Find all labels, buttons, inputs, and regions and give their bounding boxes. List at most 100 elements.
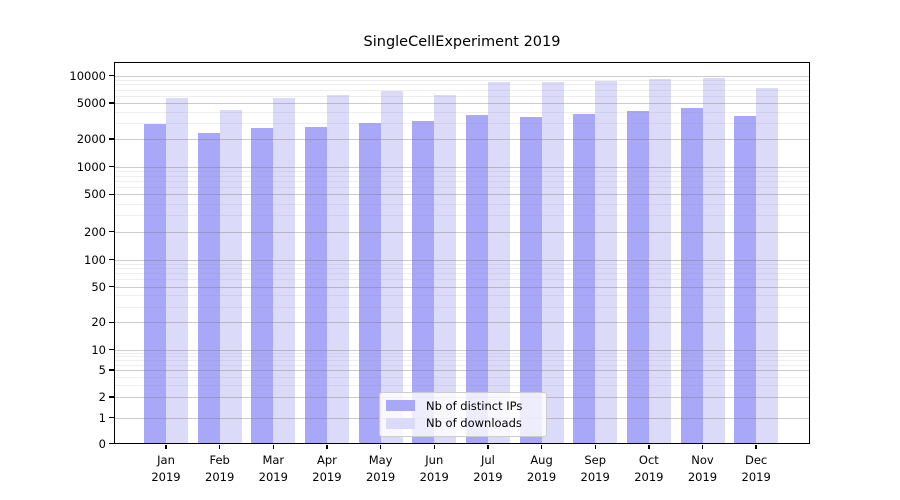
y-axis-tick-label: 20 [91,315,106,330]
y-axis-tick [109,193,114,196]
x-axis-tick [487,444,489,449]
legend-label-distinct-ips: Nb of distinct IPs [426,398,523,413]
bar-distinct-ips-apr [304,127,327,444]
minor-gridline [114,79,810,81]
y-axis-tick-label: 5000 [76,95,106,110]
minor-gridline [114,111,810,113]
y-axis-tick-label: 100 [84,252,106,267]
bar-downloads-dec [756,88,779,444]
x-axis-tick [433,444,435,449]
y-axis-tick-label: 1 [98,410,106,425]
y-axis-tick [109,369,114,371]
minor-gridline [114,352,810,354]
major-gridline [114,194,810,196]
legend-swatch-downloads [386,417,415,429]
y-axis-tick [109,74,114,77]
x-axis-tick-label: Feb 2019 [205,452,235,484]
y-axis-tick [109,348,114,351]
bar-distinct-ips-dec [734,116,757,444]
bar-downloads-jun [434,94,457,444]
major-gridline [114,166,810,168]
y-axis-tick [109,285,114,288]
major-gridline [114,102,810,104]
bar-downloads-mar [273,98,296,444]
bar-distinct-ips-may [358,122,381,444]
x-axis-tick-label: Apr 2019 [312,452,342,484]
bar-downloads-oct [648,78,671,444]
legend-label-downloads: Nb of downloads [426,416,522,431]
minor-gridline [114,268,810,270]
minor-gridline [114,376,810,378]
bar-downloads-aug [541,82,564,444]
major-gridline [114,259,810,261]
y-axis-tick [109,396,114,398]
minor-gridline [114,95,810,97]
y-axis-tick [109,165,114,168]
minor-gridline [114,170,810,172]
bar-downloads-apr [326,95,349,444]
y-axis-tick-label: 500 [84,187,106,202]
x-axis-tick [326,444,328,449]
x-axis-tick [755,444,757,449]
major-gridline [114,286,810,288]
bar-downloads-jan [166,98,188,444]
y-axis-tick-label: 10000 [69,68,106,83]
x-axis-tick [379,444,382,449]
x-axis-tick-label: Nov 2019 [687,452,718,484]
major-gridline [114,322,810,324]
bar-distinct-ips-feb [197,133,220,444]
minor-gridline [114,89,810,91]
x-axis-tick-label: Aug 2019 [526,452,557,484]
chart-title: SingleCellExperiment 2019 [363,34,561,50]
x-axis-tick [218,444,221,449]
bar-downloads-jul [487,82,510,444]
major-gridline [114,139,810,141]
minor-gridline [114,215,810,217]
legend: Nb of distinct IPs Nb of downloads [379,392,547,437]
minor-gridline [114,123,810,125]
y-axis-tick-label: 200 [84,224,106,239]
x-axis-tick [272,444,274,449]
y-axis-tick [109,102,114,104]
legend-item-downloads: Nb of downloads [386,416,538,430]
x-axis-tick [594,444,596,449]
y-axis-tick-label: 1000 [76,159,106,174]
major-gridline [114,231,810,233]
x-axis-tick-label: May 2019 [365,452,396,484]
y-axis-tick-label: 2000 [76,132,106,147]
bar-distinct-ips-aug [519,116,542,444]
bar-distinct-ips-mar [251,128,274,444]
y-axis-tick [109,230,114,233]
bar-distinct-ips-jun [412,121,435,444]
y-axis-tick-label: 5 [98,362,106,377]
minor-gridline [114,263,810,265]
x-axis-tick [648,444,650,449]
x-axis-tick-label: Sep 2019 [580,452,610,484]
y-axis-tick-label: 50 [91,279,106,294]
legend-item-distinct-ips: Nb of distinct IPs [386,399,538,413]
bar-downloads-feb [219,110,242,444]
bar-distinct-ips-jul [465,114,488,444]
minor-gridline [114,187,810,189]
major-gridline [114,349,810,351]
minor-gridline [114,273,810,275]
minor-gridline [114,180,810,182]
bar-distinct-ips-oct [626,111,649,444]
minor-gridline [114,356,810,358]
legend-swatch-distinct-ips [386,400,415,412]
minor-gridline [114,360,810,362]
x-axis-tick-label: Jun 2019 [419,452,449,484]
x-axis-tick [540,444,543,449]
y-axis-tick-label: 2 [98,390,106,405]
bar-downloads-sep [595,81,618,444]
minor-gridline [114,385,810,387]
major-gridline [114,75,810,77]
minor-gridline [114,364,810,366]
x-axis-tick-label: Jan 2019 [151,452,181,484]
x-axis-tick-label: Oct 2019 [634,452,664,484]
bar-distinct-ips-nov [680,108,703,444]
minor-gridline [114,306,810,308]
bar-distinct-ips-sep [573,113,596,444]
x-axis-tick [701,444,704,449]
